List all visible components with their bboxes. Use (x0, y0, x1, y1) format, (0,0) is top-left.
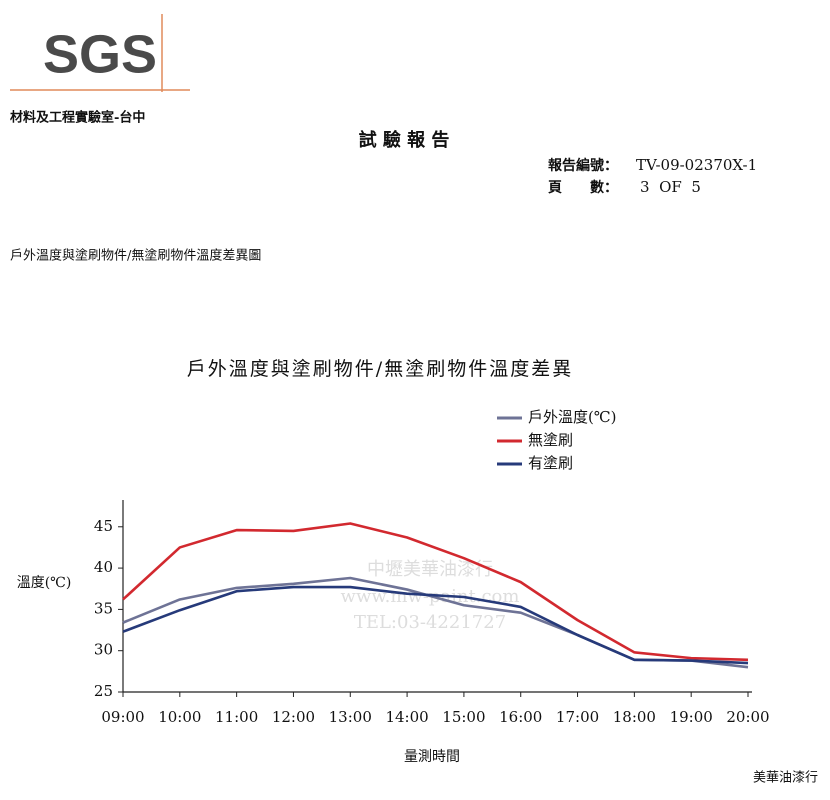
series-line (122, 522, 749, 662)
x-tick-label: 20:00 (726, 708, 769, 726)
y-tick-label: 25 (94, 682, 113, 700)
watermark: 中壢美華油漆行 (367, 559, 493, 580)
x-tick-label: 19:00 (670, 708, 713, 726)
report-title: 試 驗 報 告 (359, 129, 450, 151)
x-tick-label: 11:00 (215, 708, 258, 726)
x-tick-label: 17:00 (556, 708, 599, 726)
legend-label: 無塗刷 (528, 431, 573, 449)
legend-label: 戶外溫度(℃) (528, 408, 616, 426)
page-label: 頁 數： (548, 179, 618, 196)
report-no-label: 報告編號： (548, 157, 618, 174)
y-tick-label: 45 (94, 517, 113, 535)
lab-name: 材料及工程實驗室-台中 (10, 110, 145, 126)
x-tick-label: 13:00 (329, 708, 372, 726)
caption: 戶外溫度與塗刷物件/無塗刷物件溫度差異圖 (10, 248, 261, 264)
x-tick-label: 10:00 (158, 708, 201, 726)
series-line (122, 585, 749, 665)
x-tick-label: 16:00 (499, 708, 542, 726)
logo: SGS (43, 24, 157, 84)
y-axis-label: 溫度(℃) (17, 575, 72, 591)
legend-label: 有塗刷 (528, 454, 573, 472)
y-tick-label: 30 (94, 641, 113, 659)
y-tick-label: 40 (94, 558, 113, 576)
report-no: TV-09-02370X-1 (636, 156, 757, 174)
x-tick-label: 12:00 (272, 708, 315, 726)
chart-title: 戶外溫度與塗刷物件/無塗刷物件溫度差異 (187, 357, 573, 380)
x-tick-label: 18:00 (613, 708, 656, 726)
watermark: TEL:03-4221727 (354, 612, 506, 633)
x-axis-label: 量測時間 (404, 749, 460, 765)
y-tick-label: 35 (94, 599, 113, 617)
footer: 美華油漆行 (753, 770, 818, 786)
x-tick-label: 15:00 (442, 708, 485, 726)
x-tick-label: 14:00 (385, 708, 428, 726)
x-tick-label: 09:00 (101, 708, 144, 726)
page-number: 3 OF 5 (640, 178, 701, 196)
